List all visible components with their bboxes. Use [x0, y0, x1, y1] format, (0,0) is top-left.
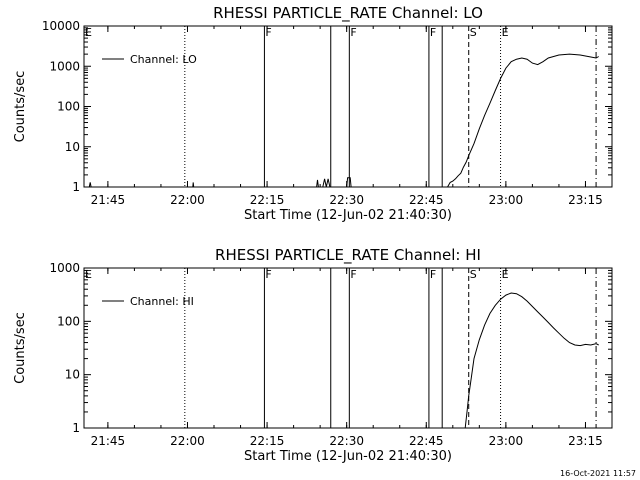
series-line — [447, 53, 599, 188]
event-marker-label: E — [502, 268, 509, 281]
event-marker-label: E — [502, 26, 509, 39]
plot-frame — [83, 25, 613, 188]
x-tick-label: 22:00 — [170, 434, 205, 448]
x-tick-label: 21:45 — [91, 434, 126, 448]
event-marker-label: F — [430, 26, 436, 39]
y-tick-label: 1 — [72, 421, 80, 435]
y-tick-label: 1000 — [49, 261, 80, 275]
y-tick-label: 100 — [57, 100, 80, 114]
x-tick-label: 23:15 — [568, 434, 603, 448]
y-tick-label: 10 — [65, 140, 80, 154]
x-tick-label: 22:30 — [329, 193, 364, 207]
x-tick-label: 22:15 — [250, 434, 285, 448]
series-line — [88, 182, 92, 188]
x-tick-label: 22:00 — [170, 193, 205, 207]
legend-entry: Channel: LO — [130, 53, 197, 66]
panel-lo: RHESSI PARTICLE_RATE Channel: LO 21:45 22:… — [13, 4, 613, 223]
x-tick-label: 21:45 — [91, 193, 126, 207]
x-tick-label: 23:00 — [489, 193, 524, 207]
event-marker-label: E — [85, 26, 92, 39]
event-marker-label: E — [85, 268, 92, 281]
event-marker-label: F — [265, 268, 271, 281]
chart-title: RHESSI PARTICLE_RATE Channel: LO — [213, 4, 483, 23]
timestamp-label: 16-Oct-2021 11:57 — [560, 469, 636, 478]
series-line — [316, 179, 319, 188]
event-marker-label: F — [430, 268, 436, 281]
y-axis-label: Counts/sec — [13, 71, 28, 143]
event-marker-label: F — [350, 268, 356, 281]
event-marker-label: S — [470, 268, 477, 281]
y-tick-label: 1 — [72, 180, 80, 194]
x-tick-label: 22:45 — [409, 434, 444, 448]
event-marker-label: F — [265, 26, 271, 39]
event-marker-label: F — [350, 26, 356, 39]
x-tick-label: 22:15 — [250, 193, 285, 207]
y-tick-label: 100 — [57, 314, 80, 328]
event-marker-label: S — [470, 26, 477, 39]
x-axis-label: Start Time (12-Jun-02 21:40:30) — [244, 449, 452, 464]
y-tick-label: 10 — [65, 368, 80, 382]
panel-hi: RHESSI PARTICLE_RATE Channel: HI 21:45 22:… — [13, 246, 613, 464]
y-tick-label: 10000 — [42, 19, 80, 33]
legend-entry: Channel: HI — [130, 295, 194, 308]
x-tick-label: 22:30 — [329, 434, 364, 448]
x-axis-label: Start Time (12-Jun-02 21:40:30) — [244, 208, 452, 223]
x-tick-label: 23:15 — [568, 193, 603, 207]
y-axis-label: Counts/sec — [13, 312, 28, 384]
series-line — [464, 292, 599, 429]
y-tick-label: 1000 — [49, 59, 80, 73]
x-tick-label: 22:45 — [409, 193, 444, 207]
plot-frame — [83, 267, 613, 429]
series-line — [192, 182, 195, 188]
chart-title: RHESSI PARTICLE_RATE Channel: HI — [215, 246, 481, 265]
x-tick-label: 23:00 — [489, 434, 524, 448]
series-line — [346, 177, 352, 188]
series-line — [322, 178, 331, 188]
